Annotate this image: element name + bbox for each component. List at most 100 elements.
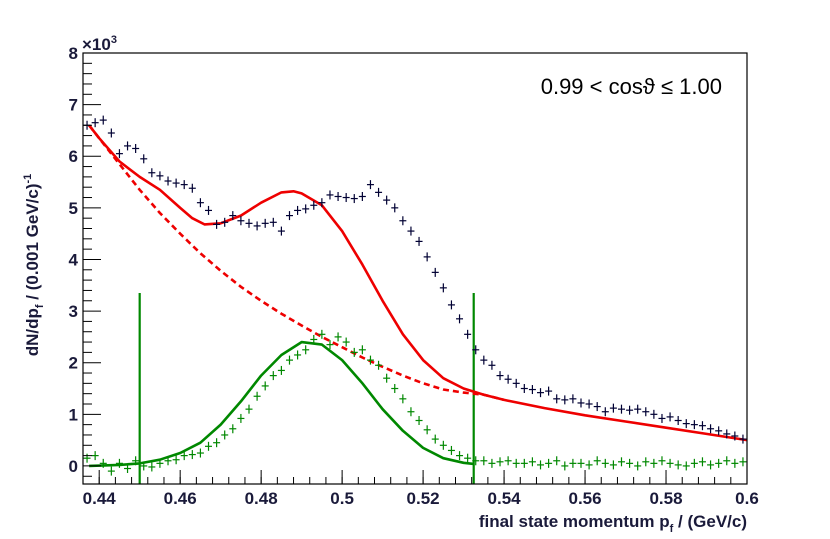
total-data-point <box>658 413 666 423</box>
total-data-point <box>375 187 383 197</box>
y-axis-title: dN/dpf / (0.001 GeV/c)-1 <box>22 174 46 357</box>
signal-data-point <box>707 460 715 470</box>
cos-range-annotation: 0.99 < cosϑ ≤ 1.00 <box>541 74 722 99</box>
total-data-point <box>512 378 520 388</box>
signal-data-point <box>237 413 245 423</box>
signal-data-point <box>334 332 342 342</box>
total-data-point <box>520 384 528 394</box>
y-tick-label: 8 <box>69 44 78 63</box>
signal-data-point <box>269 371 277 381</box>
total-data-point <box>407 226 415 236</box>
signal-data-point <box>124 464 132 474</box>
total-data-point <box>480 355 488 365</box>
x-tick-label: 0.48 <box>245 489 278 508</box>
signal-data-point <box>634 461 642 471</box>
total-data-point <box>148 168 156 178</box>
total-data-point <box>213 219 221 229</box>
total-data-point <box>229 211 237 221</box>
signal-data-point <box>698 457 706 467</box>
total-data-point <box>124 141 132 151</box>
total-data-point <box>91 118 99 128</box>
signal-data-point <box>294 350 302 360</box>
signal-data-point <box>537 460 545 470</box>
total-data-point <box>609 403 617 413</box>
total-data-point <box>634 404 642 414</box>
total-data-point <box>545 386 553 396</box>
signal-data-point <box>285 355 293 365</box>
total-data-point <box>456 314 464 324</box>
signal-data-point <box>472 456 480 466</box>
signal-data-point <box>342 337 350 347</box>
total-data-point <box>358 191 366 201</box>
total-data-point <box>674 416 682 426</box>
signal-data-point <box>658 456 666 466</box>
signal-data-point <box>690 458 698 468</box>
y-tick-label: 2 <box>69 354 78 373</box>
total-data-point <box>399 216 407 226</box>
total-data-point <box>196 198 204 208</box>
total-data-point <box>561 395 569 405</box>
signal-data-point <box>447 445 455 455</box>
total-data-point <box>342 193 350 203</box>
x-tick-label: 0.52 <box>407 489 440 508</box>
signal-data-point <box>132 456 140 466</box>
total-data-point <box>277 226 285 236</box>
total-data-point <box>715 426 723 436</box>
total-data-point <box>383 195 391 205</box>
total-data-point <box>698 421 706 431</box>
signal-data-point <box>642 457 650 467</box>
total-data-point <box>472 345 480 355</box>
total-data-point <box>99 115 107 125</box>
x-tick-label: 0.56 <box>569 489 602 508</box>
total-data-point <box>415 236 423 246</box>
signal-data-point <box>107 466 115 476</box>
signal-data-point <box>650 458 658 468</box>
signal-data-point <box>731 458 739 468</box>
signal-data-point <box>464 453 472 463</box>
x-tick-label: 0.58 <box>649 489 682 508</box>
signal-data-point <box>366 355 374 365</box>
signal-data-point <box>553 456 561 466</box>
total-data-point <box>593 402 601 412</box>
x-tick-label: 0.5 <box>330 489 354 508</box>
signal-data-point <box>593 456 601 466</box>
signal-data-point <box>399 394 407 404</box>
total-data-point <box>253 221 261 231</box>
total-data-point <box>221 217 229 227</box>
total-data-point <box>431 267 439 277</box>
total-data-point <box>172 178 180 188</box>
total-data-point <box>731 431 739 441</box>
x-axis-title: final state momentum pf / (GeV/c) <box>479 512 747 535</box>
total-data-point <box>537 388 545 398</box>
signal-data-point <box>439 440 447 450</box>
total-data-point <box>205 205 213 215</box>
signal-data-point <box>569 458 577 468</box>
signal-data-point <box>528 457 536 467</box>
total-data-point <box>237 216 245 226</box>
y-axis: 0 1 2 3 4 5 6 7 8 <box>69 44 101 477</box>
total-data-point <box>269 217 277 227</box>
total-data-point <box>285 211 293 221</box>
signal-data-point <box>99 458 107 468</box>
total-data-point <box>528 385 536 395</box>
total-data-point <box>504 374 512 384</box>
signal-data-point <box>326 340 334 350</box>
x-tick-label: 0.44 <box>83 489 117 508</box>
signal-data-point <box>585 460 593 470</box>
signal-data-point <box>601 458 609 468</box>
background-fit-curve <box>88 124 505 402</box>
signal-data-point <box>431 434 439 444</box>
x-tick-label: 0.54 <box>488 489 522 508</box>
total-data-point <box>666 412 674 422</box>
total-data-point <box>310 200 318 210</box>
total-data-point <box>690 420 698 430</box>
total-data-point <box>366 180 374 190</box>
signal-data-point <box>310 334 318 344</box>
total-data-point <box>326 190 334 200</box>
signal-data-point <box>229 424 237 434</box>
x-tick-label: 0.46 <box>164 489 197 508</box>
total-data-point <box>180 180 188 190</box>
x-axis: 0.44 0.46 0.48 0.5 0.52 0.54 0.56 0.58 0.6 <box>83 470 759 508</box>
signal-data-point <box>383 373 391 383</box>
total-fit-curve <box>88 124 748 442</box>
